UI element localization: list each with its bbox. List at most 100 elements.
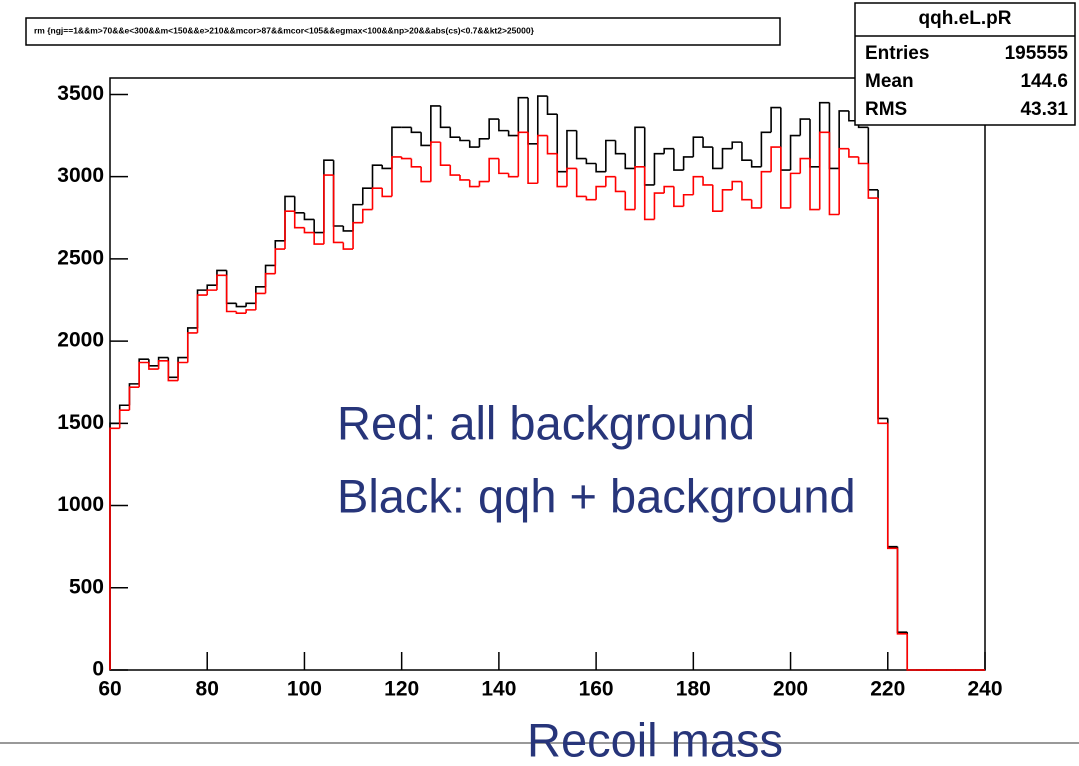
histogram-bin	[614, 140, 626, 155]
y-tick-label: 1500	[57, 411, 104, 434]
x-tick-label: 220	[870, 678, 905, 701]
histogram-bin	[682, 193, 694, 207]
y-tick-label: 2500	[57, 246, 104, 269]
histogram-bin	[186, 332, 198, 363]
title-box	[25, 17, 781, 46]
histogram-bin	[741, 142, 752, 162]
histogram-bin	[478, 180, 490, 187]
histogram-bin	[770, 146, 781, 172]
histogram-bin	[439, 105, 451, 129]
histogram-bin	[673, 186, 684, 208]
histogram-bin	[595, 163, 606, 173]
histogram-bin	[605, 175, 616, 187]
histogram-bin	[760, 131, 772, 167]
histogram-bin	[799, 118, 810, 136]
histogram-bin	[731, 141, 742, 149]
plot-frame	[109, 77, 986, 671]
histogram-bin	[420, 132, 431, 147]
x-tick-label: 140	[481, 678, 516, 701]
histogram-bin	[838, 147, 849, 215]
histogram-bin	[566, 167, 577, 187]
y-tick-label: 500	[69, 575, 104, 598]
annotation: Red: all background	[337, 396, 755, 449]
histogram-bin	[886, 423, 898, 550]
histogram-bin	[323, 174, 334, 245]
y-tick-label: 2000	[57, 329, 104, 352]
stats-label: Entries	[865, 43, 929, 64]
histogram-bin	[371, 187, 383, 210]
histogram-bin	[566, 129, 577, 172]
histogram-bin	[430, 141, 441, 182]
histogram-bin	[799, 157, 810, 174]
histogram-bin	[595, 185, 606, 200]
x-tick-label: 120	[384, 678, 419, 701]
histogram-bin	[536, 134, 548, 184]
y-tick-label: 1000	[57, 493, 104, 516]
histogram-bin	[284, 210, 295, 250]
histogram-bin	[711, 147, 723, 170]
histogram-bin	[371, 164, 383, 189]
stats-label: Mean	[865, 71, 914, 92]
histogram-bin	[653, 152, 665, 185]
histogram-bin	[303, 227, 315, 234]
histogram-bin	[702, 137, 713, 148]
x-tick-label: 100	[287, 678, 322, 701]
histogram-bin	[439, 142, 451, 166]
histogram-bin	[420, 166, 431, 183]
histogram-bin	[517, 131, 529, 177]
stats-name: qqh.eL.pR	[919, 8, 1012, 29]
histogram-bin	[906, 633, 917, 671]
histogram-bin	[361, 187, 373, 205]
x-tick-label: 240	[967, 678, 1002, 701]
y-tick-label: 3000	[57, 164, 104, 187]
histogram-bin	[410, 127, 422, 134]
histogram-bin	[789, 134, 801, 171]
histogram-bin	[235, 311, 247, 314]
stats-value: 144.6	[1020, 71, 1068, 92]
histogram-bin	[138, 361, 149, 388]
histogram-bin	[148, 362, 159, 370]
histogram-bin	[536, 95, 548, 144]
histogram-bin	[264, 272, 276, 294]
annotation: Black: qqh + background	[337, 469, 856, 522]
histogram-bin	[157, 360, 169, 370]
histogram-bin	[527, 132, 538, 185]
histogram-bin	[488, 157, 499, 182]
histogram-bin	[206, 284, 217, 291]
histogram-bin	[721, 189, 733, 212]
histogram-bin	[361, 208, 373, 223]
histogram-bin	[770, 106, 781, 133]
histogram-bin	[517, 96, 529, 136]
x-tick-label: 160	[579, 678, 614, 701]
histogram-bin	[643, 166, 655, 221]
histogram-bin	[196, 294, 208, 333]
histogram-bin	[381, 188, 392, 198]
histogram-bin	[692, 136, 704, 157]
histogram-bin	[634, 166, 645, 210]
histogram-bin	[614, 176, 626, 193]
histogram-bin	[391, 156, 402, 197]
histogram-bin	[896, 548, 908, 635]
y-tick-label: 0	[92, 658, 104, 681]
x-axis-label: Recoil mass	[527, 713, 783, 766]
histogram-bin	[624, 153, 635, 170]
histogram-bin	[663, 185, 674, 194]
histogram-bin	[585, 196, 597, 201]
histogram-bin	[109, 427, 120, 670]
histogram-bin	[342, 226, 354, 232]
histogram-bin	[877, 198, 888, 425]
histogram-bin	[118, 409, 130, 429]
histogram-bin	[313, 232, 324, 245]
histogram-bin	[692, 175, 704, 195]
histogram-bin	[478, 138, 490, 148]
histogram-bin	[274, 248, 285, 274]
histogram-bin	[459, 137, 470, 142]
x-tick-label: 80	[196, 678, 219, 701]
histogram-bin	[255, 292, 266, 310]
histogram-bin	[449, 165, 460, 176]
histogram-bin	[225, 275, 237, 313]
histogram-bin	[167, 360, 179, 382]
histogram-bin	[206, 289, 217, 296]
histogram-bin	[381, 165, 392, 170]
